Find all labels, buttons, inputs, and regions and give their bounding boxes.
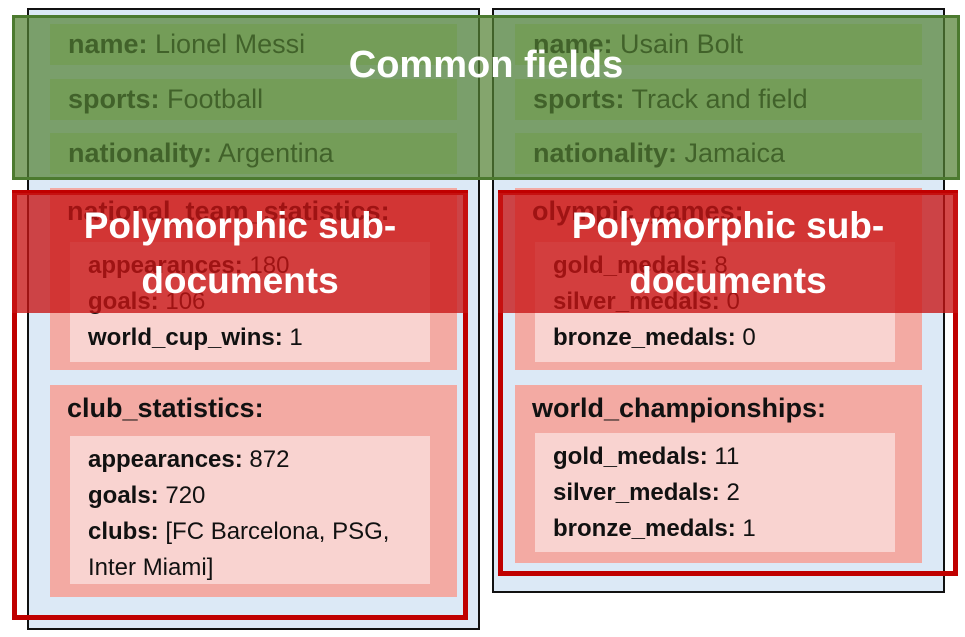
field-value: 1 <box>742 515 756 542</box>
field-key: appearances: <box>88 446 243 473</box>
field: gold_medals: 11 <box>553 439 895 475</box>
field-key: goals: <box>88 482 159 509</box>
field-key: world_cup_wins: <box>88 324 283 351</box>
field-key: bronze_medals: <box>553 324 736 351</box>
field: bronze_medals: 1 <box>553 511 895 547</box>
polymorphic-box <box>12 190 468 620</box>
field-value: 720 <box>165 482 206 509</box>
polymorphic-label: Polymorphic sub-documents <box>498 193 958 313</box>
field-value: 0 <box>742 324 756 351</box>
field: bronze_medals: 0 <box>553 320 895 356</box>
field-value: 2 <box>726 479 740 506</box>
common-fields-overlay: Common fields <box>12 15 960 180</box>
field: silver_medals: 2 <box>553 475 895 511</box>
field-value: [FC Barcelona, PSG, Inter Miami] <box>88 518 390 581</box>
polymorphic-label: Polymorphic sub-documents <box>12 193 468 313</box>
field-value: 872 <box>249 446 290 473</box>
subdocument-fields: appearances: 872 goals: 720 clubs: [FC Bar… <box>70 436 430 584</box>
field-key: gold_medals: <box>553 443 708 470</box>
field-key: bronze_medals: <box>553 515 736 542</box>
field: goals: 720 <box>88 478 430 514</box>
field-key: clubs: <box>88 518 159 545</box>
field: clubs: [FC Barcelona, PSG, Inter Miami] <box>88 514 430 586</box>
field-value: 11 <box>714 443 740 470</box>
field: world_cup_wins: 1 <box>88 320 430 356</box>
subdocument-title: club_statistics: <box>67 393 264 423</box>
subdocument-title: world_championships: <box>532 393 827 423</box>
polymorphic-box <box>498 190 958 576</box>
subdocument-fields: gold_medals: 11 silver_medals: 2 bronze_me… <box>535 433 895 552</box>
field-key: silver_medals: <box>553 479 720 506</box>
field: appearances: 872 <box>88 442 430 478</box>
field-value: 1 <box>289 324 303 351</box>
